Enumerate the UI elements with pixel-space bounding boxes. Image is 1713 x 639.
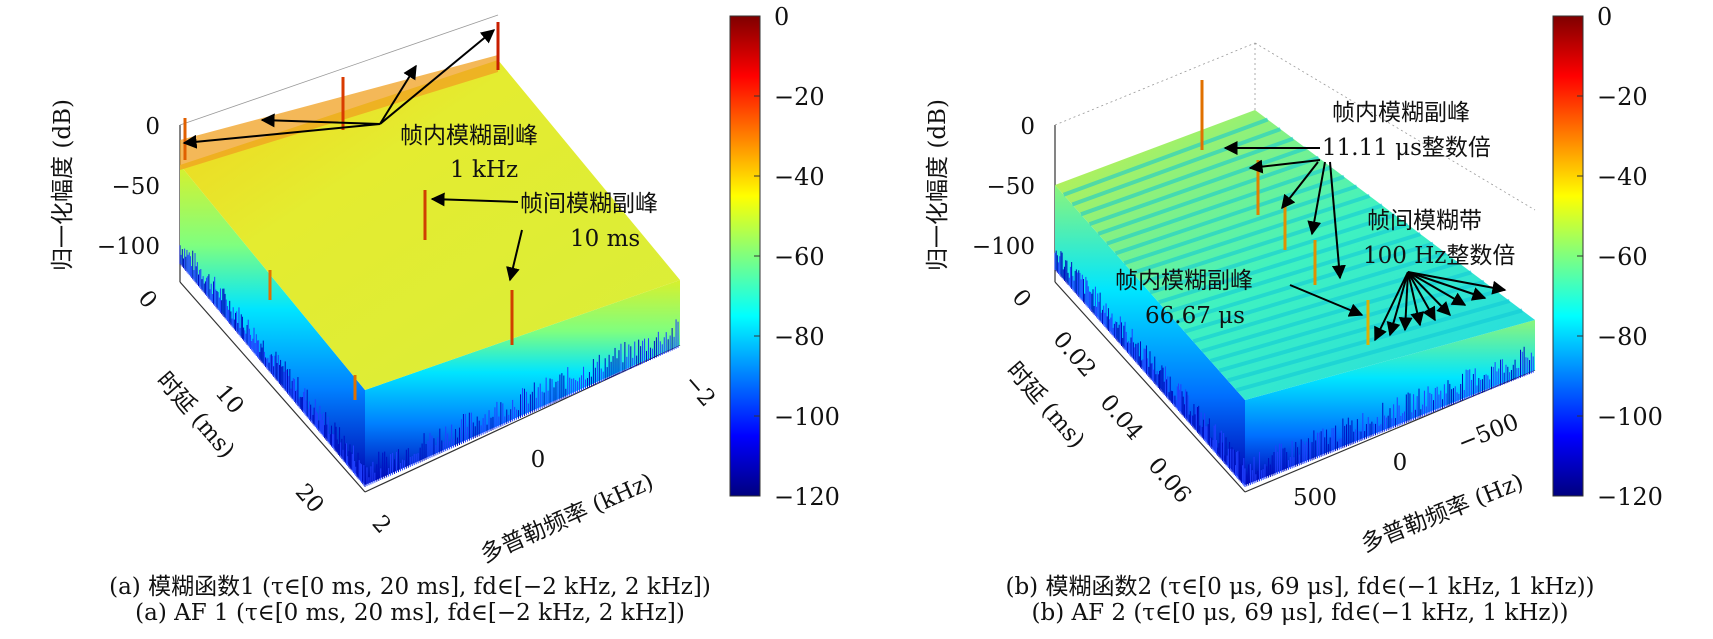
panel-a-doppler-tick-1: 0 <box>531 447 546 473</box>
colorbar-tick-label: −100 <box>1597 403 1663 431</box>
band-arrow <box>1407 271 1425 327</box>
panel-b-zlabel: 归一化幅度 (dB) <box>925 99 951 271</box>
doppler-band <box>1209 279 1485 363</box>
panel-b-ztick-1: −50 <box>986 174 1035 200</box>
doppler-band <box>1114 174 1345 256</box>
band-arrow <box>1407 271 1436 322</box>
doppler-band <box>1097 155 1320 236</box>
doppler-band <box>1132 194 1371 275</box>
doppler-band <box>1166 232 1422 314</box>
panel-b-doppler-tick-1: 0 <box>1393 450 1408 476</box>
panel-a-colorbar-ticks: 0 −20 −40 −60 −80 −100 −120 <box>754 3 840 511</box>
band-arrow <box>1407 271 1451 317</box>
colorbar-tick-label: −120 <box>1597 483 1663 511</box>
panel-a-surface-ridge <box>180 55 498 170</box>
panel-b-delay-tick-3: 0.06 <box>1143 453 1196 509</box>
panel-b-annotation-arrows <box>1223 141 1364 317</box>
panel-b-ztick-2: −100 <box>972 234 1035 260</box>
colorbar-tick-label: −60 <box>1597 243 1648 271</box>
doppler-band <box>1235 308 1523 393</box>
panel-b-surface-fringe <box>1054 250 1534 487</box>
panel-b-annotation-2-sub: 100 Hz整数倍 <box>1363 243 1515 269</box>
doppler-band <box>1071 127 1282 207</box>
panel-b-annotation-1-sub: 11.11 μs整数倍 <box>1322 135 1491 161</box>
panel-a-annotation-arrows <box>182 29 523 282</box>
colorbar-tick-label: −80 <box>1597 323 1648 351</box>
panel-a-doppler-tick-0: −2 <box>678 369 720 412</box>
panel-b-ztick-0: 0 <box>1020 114 1035 140</box>
panel-a-caption-cn: (a) 模糊函数1 (τ∈[0 ms, 20 ms], fd∈[−2 kHz, … <box>109 574 711 600</box>
band-arrow <box>1407 271 1487 301</box>
colorbar-tick-label: 0 <box>1597 3 1612 31</box>
doppler-band <box>1088 146 1307 226</box>
panel-a: 0 −50 −100 0 10 20 −2 0 2 归一化幅度 (dB) 时延 … <box>50 3 840 568</box>
panel-a-surface-side-left <box>180 165 365 485</box>
panel-a-annotation-1-sub: 1 kHz <box>450 157 518 183</box>
colorbar-tick-label: −20 <box>1597 83 1648 111</box>
doppler-band <box>1175 241 1434 324</box>
panel-a-surface-top <box>180 60 680 390</box>
colorbar-tick-label: 0 <box>774 3 789 31</box>
doppler-band <box>1106 165 1333 246</box>
panel-b-delay-tick-0: 0 <box>1007 285 1036 313</box>
colorbar-tick-label: −20 <box>774 83 825 111</box>
panel-b-xlabel: 多普勒频率 (Hz) <box>1358 469 1528 558</box>
doppler-band <box>1149 213 1396 295</box>
doppler-band <box>1140 203 1383 285</box>
panel-a-delay-tick-0: 0 <box>133 286 162 314</box>
panel-b-annotation-3-sub: 66.67 μs <box>1145 303 1245 329</box>
panel-a-ztick-2: −100 <box>97 234 160 260</box>
panel-b-annotation-1-title: 帧内模糊副峰 <box>1332 100 1470 126</box>
panel-b-doppler-tick-0: −500 <box>1454 409 1522 457</box>
panel-b-delay-tick-2: 0.04 <box>1095 390 1148 446</box>
colorbar-tick-label: −80 <box>774 323 825 351</box>
colorbar-tick-label: −60 <box>774 243 825 271</box>
panel-a-doppler-tick-2: 2 <box>367 511 396 539</box>
band-arrow <box>1374 271 1409 342</box>
colorbar-tick-label: −40 <box>1597 163 1648 191</box>
band-arrow <box>1407 271 1467 306</box>
panel-a-delay-tick-2: 20 <box>290 479 329 518</box>
doppler-band <box>1158 222 1409 305</box>
panel-b-band-arrows <box>1374 271 1507 342</box>
panel-a-xlabel: 多普勒频率 (kHz) <box>477 469 658 569</box>
panel-a-delay-tick-1: 10 <box>210 380 249 419</box>
panel-a-caption-en: (a) AF 1 (τ∈[0 ms, 20 ms], fd∈[−2 kHz, 2… <box>135 600 685 626</box>
panel-a-ztick-0: 0 <box>145 114 160 140</box>
band-arrow <box>1407 271 1507 295</box>
panel-a-ztick-1: −50 <box>111 174 160 200</box>
panel-a-surface-fringe <box>179 245 679 487</box>
colorbar-tick-label: −100 <box>774 403 840 431</box>
doppler-band <box>1183 251 1447 334</box>
panel-a-annotation-2-title: 帧间模糊副峰 <box>520 191 658 217</box>
panel-a-surface-side-front <box>365 280 680 485</box>
doppler-band <box>1062 117 1269 197</box>
panel-b-doppler-tick-2: 500 <box>1293 485 1337 511</box>
colorbar-tick-label: −120 <box>774 483 840 511</box>
panel-b-annotation-2-title: 帧间模糊带 <box>1367 208 1482 234</box>
panel-a-zlabel: 归一化幅度 (dB) <box>50 99 76 271</box>
panel-b: 0 −50 −100 0 0.02 0.04 0.06 −500 0 500 归… <box>925 3 1663 558</box>
panel-b-caption-cn: (b) 模糊函数2 (τ∈[0 μs, 69 μs], fd∈(−1 kHz, … <box>1005 574 1595 600</box>
panel-a-annotation-2-sub: 10 ms <box>570 226 640 252</box>
panel-b-colorbar-ticks: 0 −20 −40 −60 −80 −100 −120 <box>1577 3 1663 511</box>
panel-b-annotation-3-title: 帧内模糊副峰 <box>1115 268 1253 294</box>
band-arrow <box>1386 271 1409 337</box>
band-arrow <box>1398 271 1413 332</box>
doppler-band <box>1201 270 1472 354</box>
panel-a-annotation-1-title: 帧内模糊副峰 <box>400 123 538 149</box>
panel-b-delay-tick-1: 0.02 <box>1048 327 1101 383</box>
panel-b-caption-en: (b) AF 2 (τ∈[0 μs, 69 μs], fd∈(−1 kHz, 1… <box>1031 600 1569 626</box>
doppler-band <box>1080 136 1294 217</box>
colorbar-tick-label: −40 <box>774 163 825 191</box>
